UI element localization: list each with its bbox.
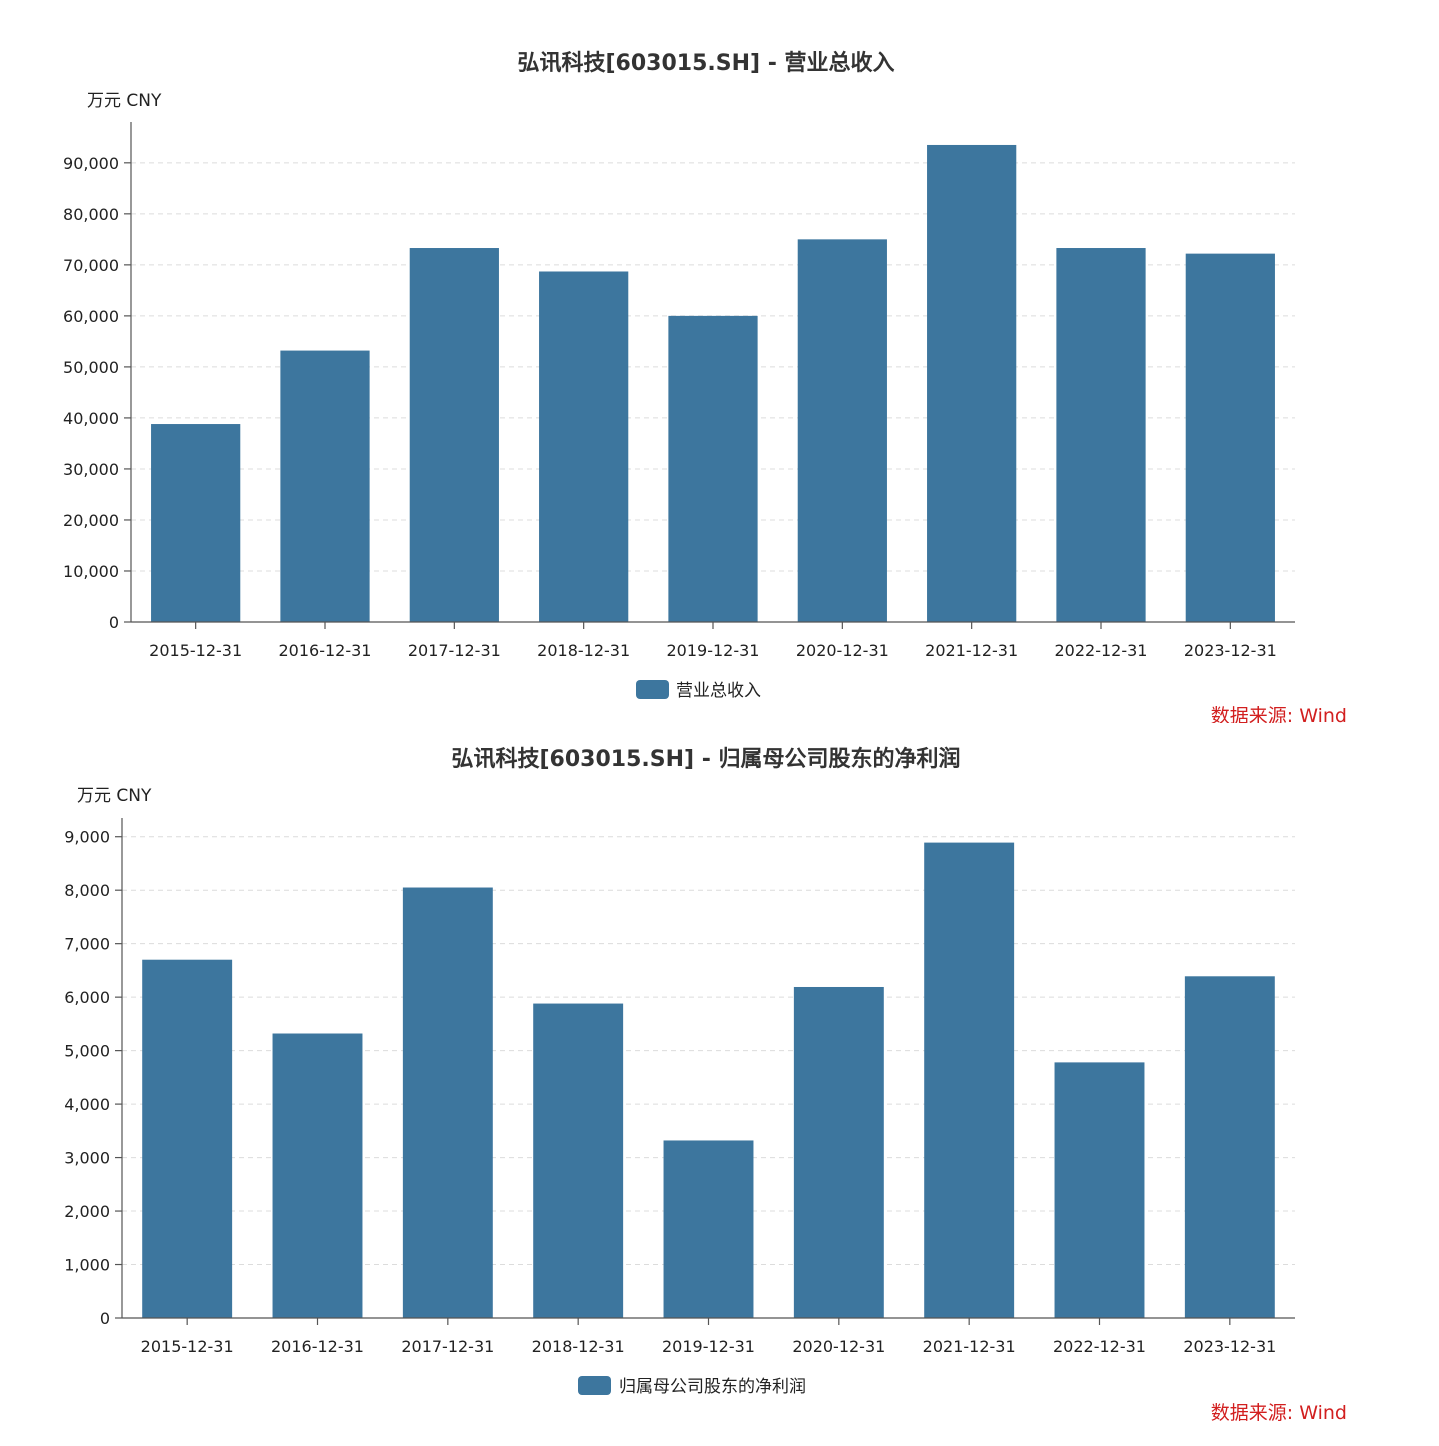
y-tick-label: 0 <box>100 1309 110 1328</box>
y-tick-label: 70,000 <box>63 256 119 275</box>
y-tick-label: 9,000 <box>64 828 110 847</box>
y-tick-label: 50,000 <box>63 358 119 377</box>
legend-label: 归属母公司股东的净利润 <box>619 1377 806 1397</box>
legend-swatch <box>578 1376 611 1395</box>
x-tick-label: 2023-12-31 <box>1183 1337 1276 1356</box>
bar[interactable] <box>402 887 493 1318</box>
y-tick-label: 80,000 <box>63 205 119 224</box>
chart-title: 弘讯科技[603015.SH] - 归属母公司股东的净利润 <box>451 746 960 772</box>
legend[interactable]: 归属母公司股东的净利润 <box>578 1376 806 1397</box>
bar[interactable] <box>927 144 1017 623</box>
y-tick-label: 20,000 <box>63 511 119 530</box>
bar[interactable] <box>1056 248 1146 623</box>
y-tick-label: 7,000 <box>64 935 110 954</box>
x-tick-label: 2022-12-31 <box>1053 1337 1146 1356</box>
y-tick-label: 1,000 <box>64 1256 110 1275</box>
revenue-chart: 弘讯科技[603015.SH] - 营业总收入 万元 CNY 0 10,000 20… <box>63 50 1347 723</box>
bar[interactable] <box>668 315 758 622</box>
data-source: 数据来源: Wind <box>1211 1402 1347 1424</box>
bar[interactable] <box>924 842 1015 1318</box>
x-tick-label: 2021-12-31 <box>923 1337 1016 1356</box>
x-tick-label: 2019-12-31 <box>667 641 760 660</box>
bar[interactable] <box>1185 253 1275 622</box>
x-tick-label: 2020-12-31 <box>796 641 889 660</box>
y-tick-label: 6,000 <box>64 988 110 1007</box>
y-tick-label: 4,000 <box>64 1095 110 1114</box>
x-tick-label: 2017-12-31 <box>401 1337 494 1356</box>
x-tick-label: 2023-12-31 <box>1184 641 1277 660</box>
x-tick-label: 2015-12-31 <box>141 1337 234 1356</box>
data-source: 数据来源: Wind <box>1211 705 1347 723</box>
y-tick-label: 60,000 <box>63 307 119 326</box>
bar[interactable] <box>272 1033 363 1318</box>
x-tick-label: 2016-12-31 <box>279 641 372 660</box>
legend-label: 营业总收入 <box>676 681 761 701</box>
y-tick-label: 10,000 <box>63 562 119 581</box>
bar[interactable] <box>409 248 499 623</box>
bar[interactable] <box>1054 1062 1145 1318</box>
y-tick-label: 5,000 <box>64 1042 110 1061</box>
y-tick-label: 2,000 <box>64 1202 110 1221</box>
x-tick-label: 2022-12-31 <box>1055 641 1148 660</box>
bar[interactable] <box>142 959 233 1318</box>
x-tick-label: 2016-12-31 <box>271 1337 364 1356</box>
x-tick-label: 2015-12-31 <box>149 641 242 660</box>
x-tick-label: 2019-12-31 <box>662 1337 755 1356</box>
bar[interactable] <box>793 986 884 1318</box>
y-tick-label: 40,000 <box>63 409 119 428</box>
bar[interactable] <box>663 1140 754 1318</box>
bar[interactable] <box>1184 976 1275 1318</box>
y-tick-label: 30,000 <box>63 460 119 479</box>
chart-title: 弘讯科技[603015.SH] - 营业总收入 <box>517 50 894 76</box>
y-tick-label: 0 <box>109 613 119 632</box>
x-tick-label: 2018-12-31 <box>532 1337 625 1356</box>
x-tick-label: 2021-12-31 <box>925 641 1018 660</box>
x-tick-label: 2017-12-31 <box>408 641 501 660</box>
unit-label: 万元 CNY <box>77 786 152 806</box>
y-tick-label: 3,000 <box>64 1149 110 1168</box>
legend-swatch <box>636 680 669 699</box>
unit-label: 万元 CNY <box>87 91 162 111</box>
bar[interactable] <box>533 1003 624 1318</box>
legend[interactable]: 营业总收入 <box>636 680 761 701</box>
bar[interactable] <box>151 424 241 622</box>
x-tick-label: 2020-12-31 <box>792 1337 885 1356</box>
bar[interactable] <box>539 271 629 622</box>
bar[interactable] <box>280 350 370 622</box>
y-tick-label: 90,000 <box>63 154 119 173</box>
x-tick-label: 2018-12-31 <box>537 641 630 660</box>
net-profit-chart: 弘讯科技[603015.SH] - 归属母公司股东的净利润 万元 CNY 0 1,… <box>64 746 1347 1424</box>
bar[interactable] <box>797 239 887 623</box>
y-tick-label: 8,000 <box>64 881 110 900</box>
